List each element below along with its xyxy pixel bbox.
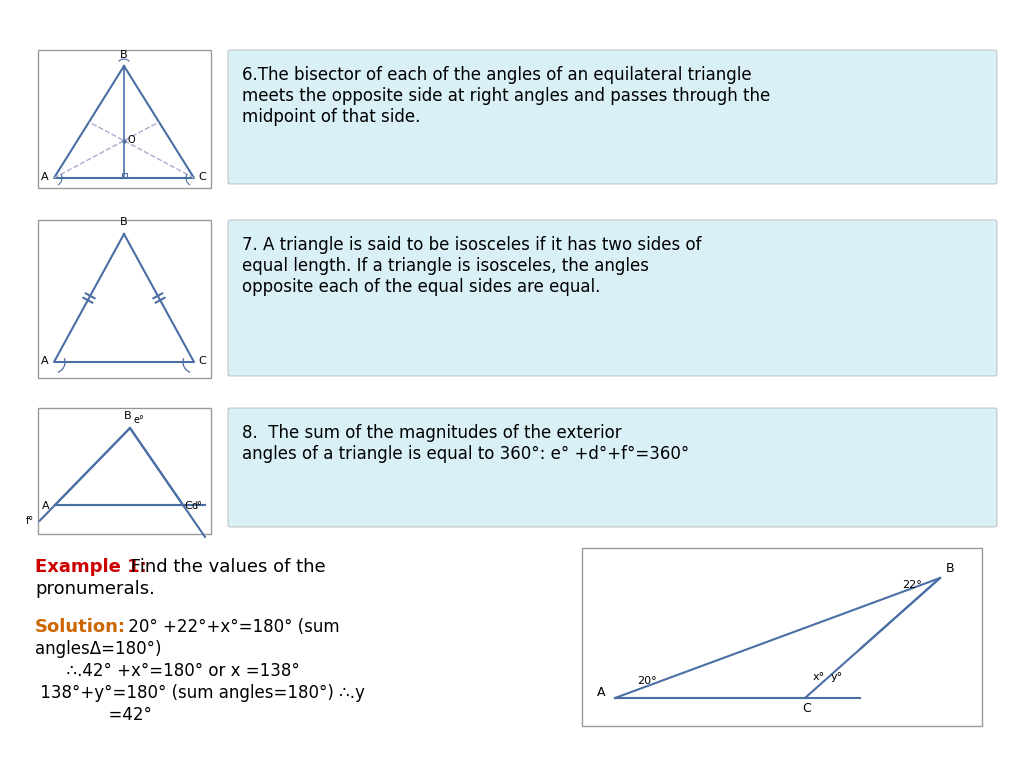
Text: A: A — [41, 172, 49, 182]
Text: 20°: 20° — [637, 676, 656, 686]
Text: e°: e° — [134, 415, 144, 425]
Text: C: C — [184, 501, 191, 511]
Text: A: A — [42, 501, 50, 511]
Text: y°: y° — [831, 672, 843, 682]
Text: 7. A triangle is said to be isosceles if it has two sides of
equal length. If a : 7. A triangle is said to be isosceles if… — [242, 236, 701, 296]
Text: B: B — [120, 50, 128, 60]
Bar — [582, 548, 982, 726]
Text: ∴.42° +x°=180° or x =138°: ∴.42° +x°=180° or x =138° — [35, 662, 300, 680]
Text: 22°: 22° — [902, 580, 922, 590]
Text: C: C — [198, 356, 206, 366]
Bar — [38, 408, 211, 534]
Text: 8.  The sum of the magnitudes of the exterior
angles of a triangle is equal to 3: 8. The sum of the magnitudes of the exte… — [242, 424, 689, 463]
Text: Solution:: Solution: — [35, 618, 126, 636]
Bar — [38, 50, 211, 188]
Text: A: A — [41, 356, 49, 366]
FancyBboxPatch shape — [228, 50, 997, 184]
Bar — [38, 220, 211, 378]
Text: d°: d° — [191, 501, 202, 511]
Text: C: C — [198, 172, 206, 182]
Text: x°: x° — [813, 672, 825, 682]
Text: 6.The bisector of each of the angles of an equilateral triangle
meets the opposi: 6.The bisector of each of the angles of … — [242, 66, 770, 126]
Text: =42°: =42° — [35, 706, 152, 724]
Text: B: B — [124, 411, 132, 421]
Text: C: C — [803, 702, 811, 715]
FancyBboxPatch shape — [228, 408, 997, 527]
Text: Find the values of the: Find the values of the — [125, 558, 326, 576]
Bar — [122, 173, 127, 178]
Text: A: A — [597, 686, 605, 699]
Text: B: B — [120, 217, 128, 227]
Text: 20° +22°+x°=180° (sum: 20° +22°+x°=180° (sum — [123, 618, 340, 636]
Text: pronumerals.: pronumerals. — [35, 580, 155, 598]
Text: B: B — [946, 562, 954, 575]
Text: f°: f° — [26, 516, 34, 526]
Text: anglesΔ=180°): anglesΔ=180°) — [35, 640, 162, 658]
Text: Example 1:: Example 1: — [35, 558, 146, 576]
Text: O: O — [128, 134, 135, 144]
FancyBboxPatch shape — [228, 220, 997, 376]
Text: 138°+y°=180° (sum angles=180°) ∴.y: 138°+y°=180° (sum angles=180°) ∴.y — [35, 684, 365, 702]
